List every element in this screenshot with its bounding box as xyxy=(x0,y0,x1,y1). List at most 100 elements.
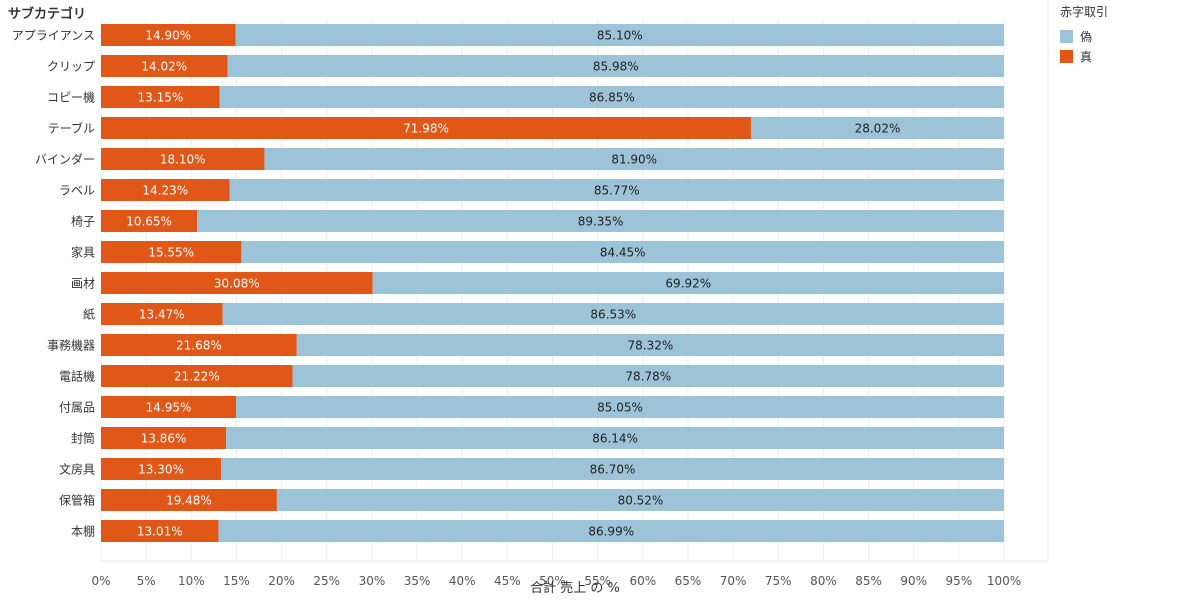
data-label-true: 13.01% xyxy=(137,525,183,539)
data-label-true: 13.47% xyxy=(139,308,185,322)
category-label: 画材 xyxy=(71,277,95,291)
x-tick-label: 80% xyxy=(810,574,837,588)
x-tick-label: 95% xyxy=(946,574,973,588)
x-tick-label: 100% xyxy=(987,574,1021,588)
x-tick-label: 65% xyxy=(675,574,702,588)
x-tick-label: 5% xyxy=(137,574,156,588)
bar-false xyxy=(750,117,1004,139)
x-tick-label: 45% xyxy=(494,574,521,588)
data-label-false: 80.52% xyxy=(618,494,664,508)
data-label-false: 86.85% xyxy=(589,91,635,105)
x-tick-label: 25% xyxy=(313,574,340,588)
data-label-false: 69.92% xyxy=(665,277,711,291)
category-label: アプライアンス xyxy=(12,29,95,43)
bar-true xyxy=(101,210,198,232)
category-label: テーブル xyxy=(48,121,95,136)
x-tick-label: 85% xyxy=(855,574,882,588)
bar-false xyxy=(197,210,1004,232)
x-tick-label: 75% xyxy=(765,574,792,588)
x-tick-label: 20% xyxy=(268,574,295,588)
category-label: 文房具 xyxy=(59,462,95,477)
data-label-false: 85.77% xyxy=(594,184,640,198)
bar-false xyxy=(229,179,1005,201)
data-label-true: 14.02% xyxy=(141,60,187,74)
bar-true xyxy=(101,365,293,387)
x-tick-label: 30% xyxy=(359,574,386,588)
bar-true xyxy=(101,458,222,480)
data-label-false: 78.32% xyxy=(628,339,674,353)
bar-false xyxy=(241,241,1004,263)
data-label-false: 85.05% xyxy=(597,401,643,415)
legend-label: 偽 xyxy=(1080,29,1093,44)
data-label-true: 18.10% xyxy=(160,153,206,167)
data-label-false: 86.70% xyxy=(590,463,636,477)
bar-true xyxy=(101,179,230,201)
bar-false xyxy=(226,427,1004,449)
category-label: 付属品 xyxy=(59,401,95,415)
legend-item-true[interactable]: 真 xyxy=(1060,46,1108,66)
data-label-false: 85.98% xyxy=(593,60,639,74)
bar-false xyxy=(276,489,1004,511)
bar-true xyxy=(101,24,236,46)
bar-true xyxy=(101,489,277,511)
x-tick-label: 50% xyxy=(539,574,566,588)
data-label-true: 14.90% xyxy=(145,29,191,43)
bar-true xyxy=(101,396,236,418)
x-tick-label: 90% xyxy=(900,574,927,588)
data-label-true: 30.08% xyxy=(214,277,260,291)
x-tick-label: 70% xyxy=(720,574,747,588)
legend-swatch xyxy=(1060,29,1073,43)
category-label: 保管箱 xyxy=(59,493,95,508)
data-label-true: 13.30% xyxy=(138,463,184,477)
data-label-true: 19.48% xyxy=(166,494,212,508)
category-label: バインダー xyxy=(35,152,95,167)
data-label-false: 86.53% xyxy=(590,308,636,322)
x-axis-label: 合計 売上 の % xyxy=(530,581,620,596)
bar-false xyxy=(235,24,1004,46)
bar-false xyxy=(296,334,1004,356)
row-header: サブカテゴリ xyxy=(8,7,87,22)
bar-false xyxy=(221,458,1004,480)
category-label: コピー機 xyxy=(47,90,95,105)
bar-false xyxy=(292,365,1005,387)
category-label: 電話機 xyxy=(59,369,95,384)
x-tick-label: 55% xyxy=(584,574,611,588)
bar-false xyxy=(372,272,1004,294)
legend-label: 真 xyxy=(1080,49,1093,64)
legend-item-false[interactable]: 偽 xyxy=(1060,26,1108,46)
data-label-true: 71.98% xyxy=(403,122,449,136)
data-label-true: 10.65% xyxy=(126,215,172,229)
x-tick-label: 40% xyxy=(449,574,476,588)
bar-true xyxy=(101,55,228,77)
category-label: 事務機器 xyxy=(47,338,95,353)
bar-false xyxy=(222,303,1004,325)
data-label-true: 14.95% xyxy=(146,401,192,415)
data-label-true: 21.22% xyxy=(174,370,220,384)
data-label-false: 86.14% xyxy=(592,432,638,446)
bar-false xyxy=(218,520,1005,542)
data-label-true: 13.15% xyxy=(137,91,183,105)
data-label-true: 13.86% xyxy=(141,432,187,446)
legend-title: 赤字取引 xyxy=(1060,5,1109,19)
data-label-true: 14.23% xyxy=(142,184,188,198)
bar-true xyxy=(101,241,242,263)
data-label-false: 89.35% xyxy=(578,215,624,229)
bar-false xyxy=(219,86,1004,108)
bar-true xyxy=(101,520,219,542)
bar-true xyxy=(101,427,227,449)
x-tick-label: 0% xyxy=(91,574,110,588)
legend-swatch xyxy=(1060,49,1073,63)
data-label-false: 28.02% xyxy=(855,122,901,136)
category-label: 家具 xyxy=(71,245,95,260)
category-label: 封筒 xyxy=(71,431,95,446)
bar-true xyxy=(101,334,297,356)
bar-true xyxy=(101,148,265,170)
x-tick-label: 10% xyxy=(178,574,205,588)
data-label-false: 86.99% xyxy=(588,525,634,539)
bar-false xyxy=(235,396,1004,418)
category-label: 本棚 xyxy=(71,524,95,539)
category-label: クリップ xyxy=(47,60,95,74)
x-tick-label: 60% xyxy=(629,574,656,588)
data-label-false: 81.90% xyxy=(611,153,657,167)
